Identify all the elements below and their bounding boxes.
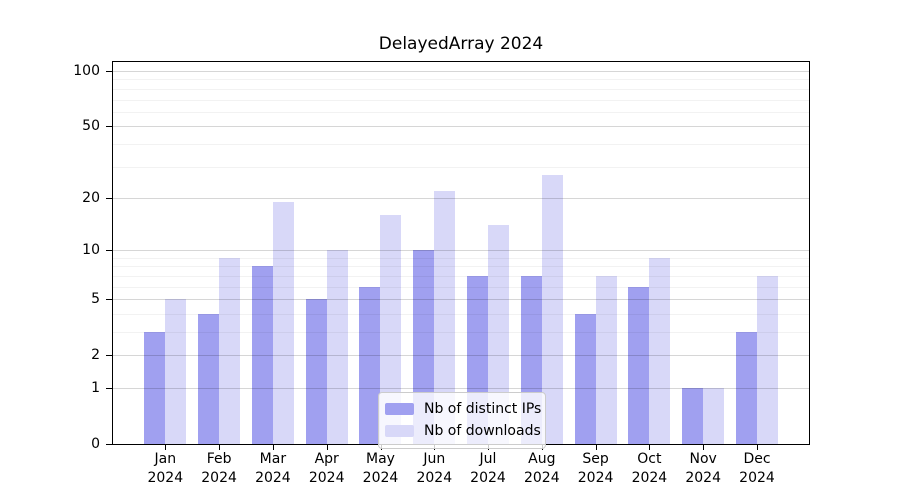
bar-nb-of-downloads-nov [703, 388, 725, 444]
x-tick-nov [703, 445, 705, 450]
plot-spine-right [809, 61, 810, 445]
x-tick-label-apr: Apr 2024 [308, 451, 345, 486]
x-tick-label-aug: Aug 2024 [523, 451, 560, 486]
legend-label-nb-of-distinct-ips: Nb of distinct IPs [424, 401, 542, 417]
minor-gridline-8 [113, 266, 809, 268]
plot-area [112, 61, 810, 445]
bar-nb-of-distinct-ips-may [359, 286, 381, 444]
x-tick-label-feb: Feb 2024 [201, 451, 237, 486]
minor-gridline-90 [113, 79, 809, 81]
x-tick-sep [595, 445, 597, 450]
x-tick-label-jan: Jan 2024 [147, 451, 184, 486]
bar-nb-of-downloads-oct [649, 257, 671, 444]
minor-gridline-7 [113, 275, 809, 277]
bar-nb-of-downloads-jun [434, 190, 456, 444]
legend: Nb of distinct IPs Nb of downloads [378, 392, 546, 449]
y-tick-label-2: 2 [91, 347, 100, 364]
major-gridline-5 [113, 299, 809, 301]
bar-nb-of-downloads-sep [595, 275, 617, 444]
y-tick-0 [106, 444, 112, 445]
y-tick-5 [106, 299, 112, 301]
minor-gridline-60 [113, 111, 809, 113]
x-tick-dec [757, 445, 758, 450]
minor-gridline-9 [113, 257, 809, 259]
major-gridline-2 [113, 355, 809, 357]
legend-swatch-nb-of-downloads [385, 425, 414, 437]
x-tick-label-jun: Jun 2024 [416, 451, 453, 486]
x-tick-label-nov: Nov 2024 [685, 451, 721, 486]
minor-gridline-70 [113, 99, 809, 101]
bar-nb-of-downloads-dec [756, 275, 778, 444]
minor-gridline-30 [113, 166, 809, 168]
legend-swatch-nb-of-distinct-ips [385, 403, 414, 415]
y-tick-label-10: 10 [82, 242, 100, 259]
minor-gridline-3 [113, 332, 809, 333]
plot-spine-left [112, 61, 113, 445]
y-tick-100 [106, 71, 112, 72]
y-tick-50 [106, 126, 112, 128]
x-tick-apr [326, 445, 328, 450]
bar-nb-of-downloads-mar [272, 201, 294, 444]
bar-nb-of-downloads-jul [488, 225, 510, 444]
bar-nb-of-distinct-ips-feb [198, 313, 220, 444]
bar-nb-of-distinct-ips-sep [574, 313, 596, 444]
minor-gridline-6 [113, 286, 809, 288]
x-tick-label-oct: Oct 2024 [631, 451, 668, 486]
legend-label-nb-of-downloads: Nb of downloads [424, 423, 541, 439]
x-tick-mar [272, 445, 274, 450]
bar-nb-of-distinct-ips-oct [628, 286, 650, 444]
major-gridline-1 [113, 388, 809, 389]
bar-nb-of-downloads-may [380, 215, 402, 444]
major-gridline-20 [113, 197, 809, 199]
bar-nb-of-downloads-apr [326, 250, 348, 444]
major-gridline-50 [113, 126, 809, 128]
chart-title: DelayedArray 2024 [378, 34, 544, 54]
plot-spine-top [112, 61, 810, 62]
legend-entry-nb-of-distinct-ips: Nb of distinct IPs [385, 398, 541, 420]
bar-nb-of-distinct-ips-apr [305, 299, 327, 444]
bar-nb-of-distinct-ips-jan [144, 332, 166, 444]
minor-gridline-80 [113, 88, 809, 90]
y-tick-label-0: 0 [91, 436, 100, 452]
major-gridline-10 [113, 250, 809, 252]
bar-nb-of-downloads-aug [541, 174, 563, 444]
x-tick-oct [649, 445, 651, 450]
bar-nb-of-distinct-ips-mar [251, 266, 273, 444]
y-tick-label-100: 100 [73, 63, 100, 79]
x-tick-label-dec: Dec 2024 [739, 451, 775, 486]
y-tick-label-1: 1 [91, 380, 100, 396]
major-gridline-100 [113, 71, 809, 72]
y-tick-label-50: 50 [82, 118, 100, 135]
bar-nb-of-downloads-feb [219, 257, 241, 444]
y-tick-label-5: 5 [91, 291, 100, 308]
x-tick-feb [219, 445, 221, 450]
legend-entry-nb-of-downloads: Nb of downloads [385, 420, 541, 442]
x-tick-label-mar: Mar 2024 [255, 451, 291, 486]
y-tick-20 [106, 197, 112, 199]
minor-gridline-4 [113, 313, 809, 315]
bar-nb-of-distinct-ips-dec [735, 332, 757, 444]
bar-nb-of-distinct-ips-nov [682, 388, 704, 444]
y-tick-10 [106, 250, 112, 252]
y-tick-1 [106, 388, 112, 389]
x-tick-label-may: May 2024 [362, 451, 399, 486]
y-tick-2 [106, 355, 112, 357]
y-tick-label-20: 20 [82, 189, 100, 206]
x-tick-jan [165, 445, 167, 450]
x-tick-label-jul: Jul 2024 [470, 451, 506, 486]
x-tick-label-sep: Sep 2024 [577, 451, 614, 486]
minor-gridline-40 [113, 143, 809, 145]
bar-nb-of-downloads-jan [165, 299, 187, 444]
